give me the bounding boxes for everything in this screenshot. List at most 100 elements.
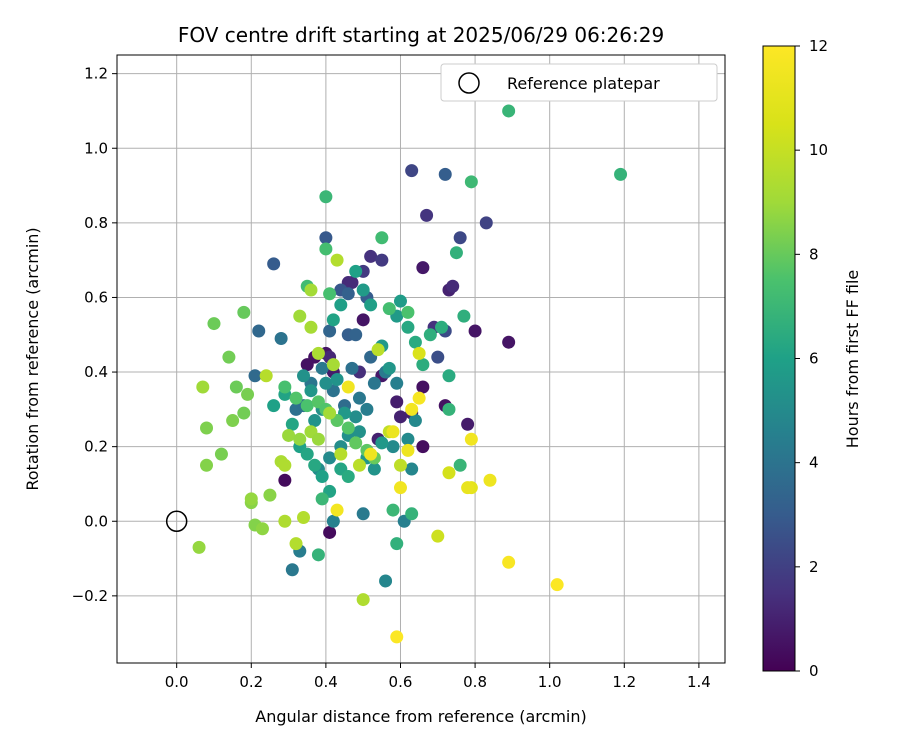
data-points (192, 104, 628, 644)
data-point (334, 298, 348, 312)
data-point (308, 458, 322, 472)
colorbar-tick-label: 2 (809, 558, 819, 576)
legend-box (440, 63, 718, 102)
data-point (393, 294, 407, 308)
data-point (196, 380, 210, 394)
data-point (364, 447, 378, 461)
data-point (345, 361, 359, 375)
data-point (390, 537, 404, 551)
data-point (237, 305, 251, 319)
data-point (468, 324, 482, 338)
data-point (241, 387, 255, 401)
data-point (364, 298, 378, 312)
x-tick-label: 1.2 (612, 673, 636, 691)
y-tick-label: 0.0 (84, 512, 108, 530)
data-point (293, 309, 307, 323)
data-point (252, 324, 266, 338)
y-tick-label: −0.2 (72, 587, 108, 605)
data-point (207, 317, 221, 331)
data-point (356, 593, 370, 607)
reference-marker (165, 510, 188, 533)
data-point (356, 313, 370, 327)
x-tick-label: 0.6 (389, 673, 413, 691)
colorbar-tick-label: 4 (809, 454, 819, 472)
data-point (438, 167, 452, 181)
data-point (393, 458, 407, 472)
data-point (435, 320, 449, 334)
data-point (390, 630, 404, 644)
data-point (330, 253, 344, 267)
data-point (386, 440, 400, 454)
data-point (390, 395, 404, 409)
data-point (315, 469, 329, 483)
data-point (267, 399, 281, 413)
legend-label: Reference platepar (507, 74, 660, 93)
data-point (352, 458, 366, 472)
data-point (263, 488, 277, 502)
colorbar-tick-label: 12 (809, 37, 828, 55)
colorbar-label: Hours from first FF file (843, 270, 862, 449)
data-point (352, 425, 366, 439)
y-tick-label: 0.8 (84, 214, 108, 232)
data-point (297, 511, 311, 525)
data-point (237, 406, 251, 420)
chart-title: FOV centre drift starting at 2025/06/29 … (178, 23, 664, 47)
data-point (323, 287, 337, 301)
data-point (278, 473, 292, 487)
data-point (300, 399, 314, 413)
data-point (349, 328, 363, 342)
colorbar-ticks: 0 2 4 6 8 10 12 (795, 37, 828, 680)
colorbar-tick-label: 6 (809, 350, 819, 368)
data-point (393, 410, 407, 424)
data-point (285, 417, 299, 431)
data-point (326, 514, 340, 528)
data-point (356, 283, 370, 297)
data-point (364, 249, 378, 263)
x-tick-label: 1.0 (538, 673, 562, 691)
data-point (323, 406, 337, 420)
data-point (244, 492, 258, 506)
data-point (352, 391, 366, 405)
data-point (319, 231, 333, 245)
data-point (420, 208, 434, 222)
data-point (401, 305, 415, 319)
x-tick-label: 0.8 (463, 673, 487, 691)
data-point (401, 443, 415, 457)
x-tick-label: 0.0 (165, 673, 189, 691)
data-point (304, 320, 318, 334)
data-point (408, 414, 422, 428)
data-point (461, 417, 475, 431)
data-point (371, 343, 385, 357)
data-point (285, 563, 299, 577)
plot-frame (116, 54, 726, 664)
data-point (356, 507, 370, 521)
data-point (200, 421, 214, 435)
data-point (393, 481, 407, 495)
data-point (405, 507, 419, 521)
y-tick-label: 1.2 (84, 65, 108, 83)
data-point (293, 432, 307, 446)
data-point (341, 421, 355, 435)
data-point (326, 313, 340, 327)
colorbar (762, 45, 796, 672)
data-point (367, 376, 381, 390)
data-point (311, 432, 325, 446)
x-axis-label: Angular distance from reference (arcmin) (255, 707, 586, 726)
data-point (229, 380, 243, 394)
data-point (319, 242, 333, 256)
data-point (323, 451, 337, 465)
data-point (304, 283, 318, 297)
data-point (412, 391, 426, 405)
data-point (405, 402, 419, 416)
data-point (416, 358, 430, 372)
data-point (214, 447, 228, 461)
data-point (382, 361, 396, 375)
data-point (431, 350, 445, 364)
y-axis-ticks: −0.2 0.0 0.2 0.4 0.6 0.8 1.0 1.2 (72, 65, 117, 605)
data-point (323, 525, 337, 539)
y-axis-label: Rotation from reference (arcmin) (23, 227, 42, 490)
data-point (315, 492, 329, 506)
data-point (323, 324, 337, 338)
colorbar-tick-label: 0 (809, 662, 819, 680)
data-point (386, 425, 400, 439)
